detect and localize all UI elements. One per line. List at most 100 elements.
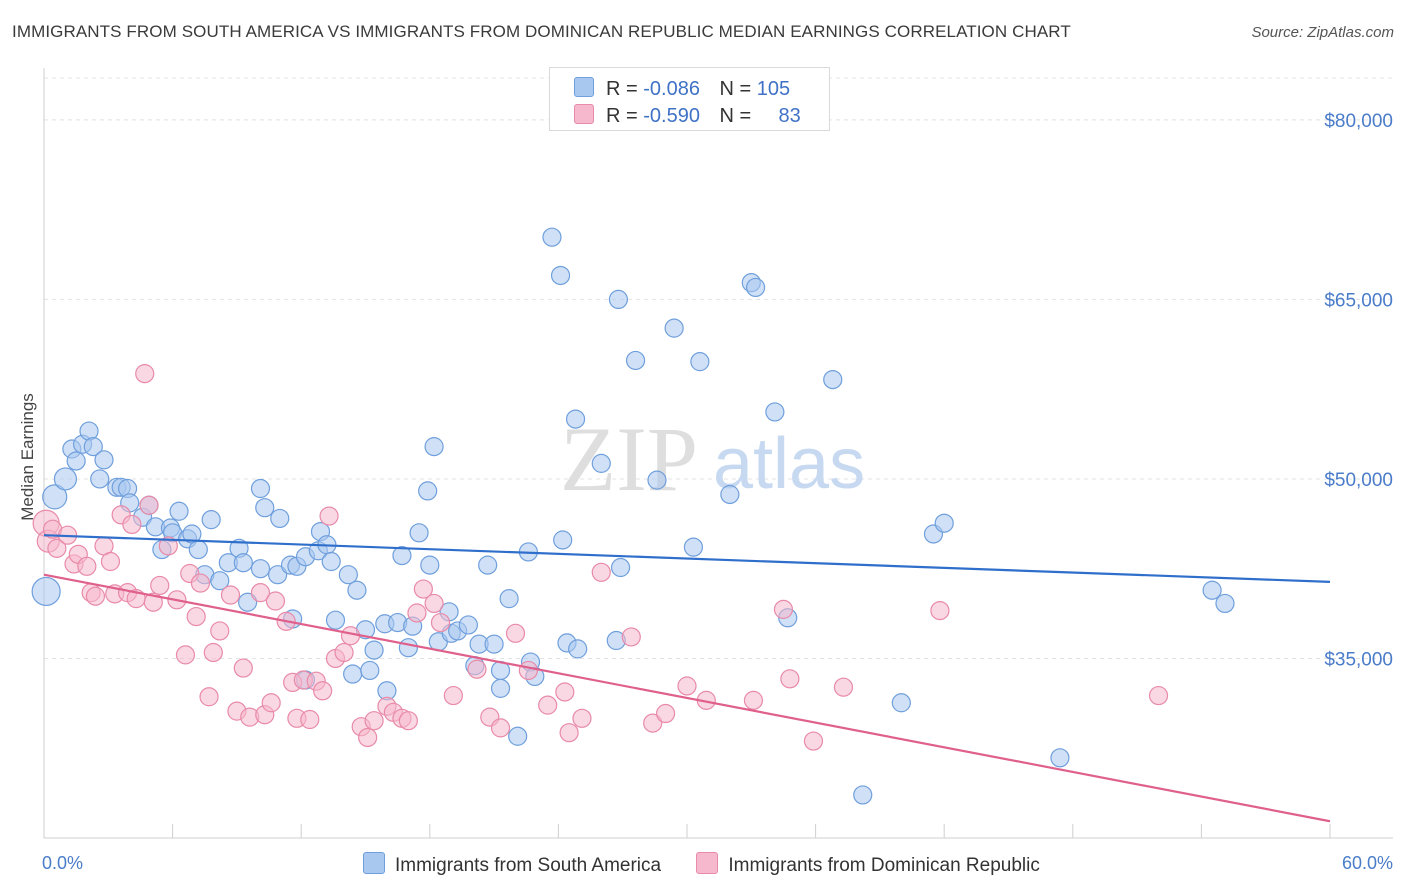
data-point	[169, 501, 189, 521]
data-point	[360, 660, 380, 681]
data-point	[319, 506, 339, 526]
data-point	[409, 523, 429, 543]
data-point	[655, 703, 676, 724]
data-point	[398, 638, 418, 658]
data-point	[1202, 580, 1222, 600]
data-point	[591, 562, 611, 582]
data-point	[175, 645, 196, 665]
legend-n-value: 105	[756, 78, 791, 100]
data-point	[930, 600, 950, 621]
data-point	[478, 555, 498, 575]
data-point	[190, 573, 211, 593]
data-point	[31, 576, 61, 607]
data-point	[424, 437, 444, 457]
data-point	[199, 687, 219, 707]
data-point	[398, 711, 418, 731]
data-point	[591, 453, 611, 473]
data-point	[643, 713, 663, 733]
data-point	[210, 621, 230, 641]
data-point	[1050, 748, 1070, 768]
data-point	[608, 289, 629, 310]
data-point	[542, 227, 562, 247]
data-point	[358, 727, 378, 748]
data-point	[250, 559, 271, 579]
data-point	[135, 364, 155, 384]
legend-r-label: R =	[606, 78, 638, 100]
data-point	[220, 585, 241, 605]
series-south-america	[31, 227, 1235, 805]
data-point	[413, 579, 433, 599]
legend-swatch-blue	[363, 852, 385, 874]
y-axis-title: Median Earnings	[18, 393, 37, 521]
data-point	[334, 642, 354, 663]
data-point	[559, 723, 579, 743]
legend-n-value: 83	[778, 105, 801, 127]
axes	[43, 68, 1393, 839]
legend-label: Immigrants from Dominican Republic	[728, 855, 1040, 876]
data-point	[690, 352, 710, 372]
data-point	[203, 642, 223, 663]
legend-r-value: -0.590	[643, 105, 700, 127]
data-point	[186, 606, 206, 627]
data-point	[233, 658, 253, 678]
data-point	[555, 682, 575, 702]
data-point	[1215, 593, 1235, 614]
data-point	[443, 685, 463, 706]
data-point	[683, 537, 704, 557]
data-point	[343, 664, 363, 684]
data-point	[392, 545, 412, 566]
data-point	[53, 467, 78, 491]
series-legend: Immigrants from South America Immigrants…	[363, 852, 1070, 877]
data-point	[270, 508, 290, 529]
data-point	[255, 498, 275, 518]
data-point	[458, 615, 478, 635]
data-point	[94, 450, 114, 470]
data-point	[407, 603, 427, 623]
data-point	[265, 591, 286, 611]
data-point	[647, 470, 667, 490]
data-point	[1148, 685, 1169, 706]
x-tick-label-max: 60.0%	[1342, 853, 1393, 873]
trend-lines	[43, 534, 1331, 823]
data-point	[625, 350, 646, 371]
data-point	[143, 592, 163, 612]
data-point	[139, 495, 159, 515]
data-point	[210, 571, 230, 591]
x-tick-label-min: 0.0%	[42, 853, 83, 873]
series-dominican-republic	[32, 364, 1169, 751]
data-point	[677, 676, 697, 696]
data-point	[490, 718, 511, 738]
data-point	[490, 678, 511, 698]
data-point	[250, 583, 271, 603]
data-point	[150, 575, 170, 596]
data-point	[238, 592, 258, 612]
data-point	[780, 669, 800, 689]
data-point	[300, 709, 320, 730]
data-point	[499, 589, 519, 609]
data-point	[122, 514, 142, 535]
data-point	[338, 565, 358, 585]
data-point	[891, 693, 911, 713]
stats-legend: R = -0.086 N = 105 R = -0.590 N = 83	[549, 67, 830, 131]
data-point	[347, 580, 367, 600]
data-point	[325, 610, 346, 630]
data-point	[100, 551, 121, 572]
data-point	[467, 659, 487, 679]
data-point	[47, 538, 67, 558]
data-point	[158, 536, 178, 556]
data-point	[621, 627, 641, 647]
legend-n-label: N =	[719, 105, 752, 127]
data-point	[313, 681, 333, 701]
data-point	[233, 553, 253, 573]
data-point	[823, 369, 843, 390]
data-point	[743, 690, 764, 710]
data-point	[188, 539, 208, 560]
data-point	[364, 711, 384, 731]
legend-swatch-pink	[696, 852, 719, 874]
data-point	[572, 708, 592, 728]
data-point	[418, 481, 438, 501]
legend-r-label: R =	[606, 105, 638, 127]
data-point	[430, 612, 451, 633]
y-tick-label: $50,000	[1324, 470, 1393, 491]
